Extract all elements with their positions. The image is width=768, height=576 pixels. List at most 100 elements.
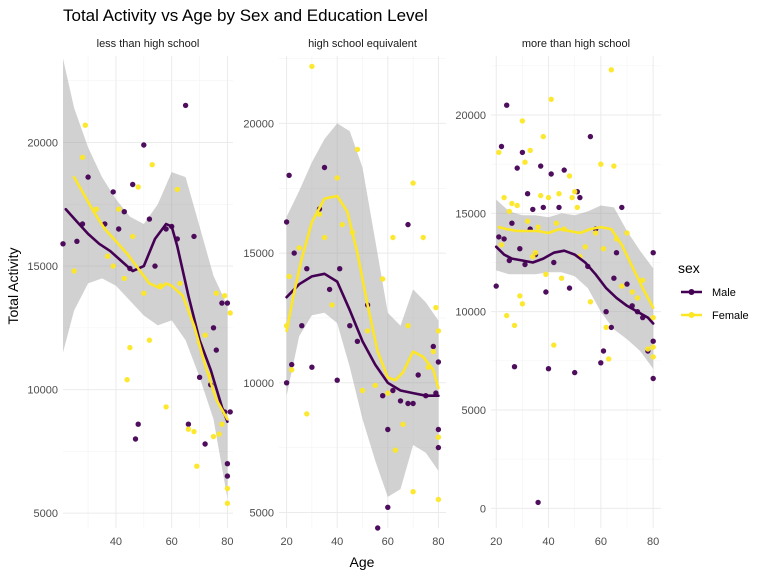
point-female bbox=[124, 377, 130, 383]
point-female bbox=[553, 220, 560, 226]
point-female bbox=[296, 245, 302, 251]
point-male bbox=[524, 191, 531, 197]
y-tick-label: 20000 bbox=[455, 110, 486, 122]
point-female bbox=[339, 221, 345, 228]
point-female bbox=[498, 242, 505, 248]
x-axis-title: Age bbox=[350, 554, 375, 570]
point-male bbox=[519, 149, 526, 156]
point-female bbox=[603, 324, 609, 331]
x-tick-label: 20 bbox=[280, 536, 292, 548]
smooth-line-male bbox=[64, 207, 229, 423]
point-male bbox=[286, 172, 292, 178]
point-female bbox=[191, 428, 197, 435]
point-male bbox=[202, 441, 208, 447]
point-male bbox=[577, 194, 583, 201]
point-female bbox=[210, 433, 217, 440]
point-female bbox=[221, 293, 228, 299]
panel-3: more than high school 20 40 60 80 0 5000 10000 1… bbox=[455, 38, 661, 548]
point-female bbox=[392, 447, 399, 453]
legend-key-male: Male bbox=[681, 287, 736, 299]
point-female bbox=[410, 180, 416, 186]
point-male bbox=[624, 281, 630, 287]
point-male bbox=[587, 133, 594, 140]
y-axis-title: Total Activity bbox=[5, 247, 21, 324]
point-female bbox=[71, 268, 77, 274]
point-male bbox=[85, 174, 91, 180]
x-tick-label: 80 bbox=[432, 536, 444, 548]
y-tick-label: 15000 bbox=[243, 248, 274, 260]
x-tick-label: 20 bbox=[490, 536, 502, 548]
point-female bbox=[435, 434, 442, 440]
point-male bbox=[191, 233, 197, 240]
point-female bbox=[390, 234, 396, 241]
point-female bbox=[551, 342, 557, 348]
point-female bbox=[435, 496, 442, 503]
point-male bbox=[566, 285, 573, 291]
point-female bbox=[110, 263, 116, 269]
point-female bbox=[650, 354, 656, 360]
point-male bbox=[435, 444, 442, 451]
point-female bbox=[556, 191, 562, 197]
confidence-band bbox=[496, 199, 654, 369]
point-female bbox=[354, 146, 361, 153]
point-male bbox=[415, 372, 421, 378]
point-male bbox=[375, 525, 381, 531]
point-male bbox=[540, 204, 546, 211]
point-female bbox=[574, 204, 580, 211]
point-male bbox=[556, 204, 562, 211]
point-female bbox=[650, 344, 656, 350]
point-male bbox=[309, 364, 315, 370]
point-female bbox=[385, 390, 391, 396]
point-male bbox=[224, 300, 231, 306]
point-male bbox=[135, 421, 141, 427]
point-male bbox=[504, 102, 510, 108]
point-male bbox=[498, 143, 505, 150]
point-female bbox=[219, 421, 225, 427]
x-tick-label: 80 bbox=[221, 536, 233, 548]
point-female bbox=[93, 206, 100, 212]
y-tick-label: 10000 bbox=[27, 385, 58, 397]
point-female bbox=[569, 194, 575, 201]
point-female bbox=[645, 346, 651, 352]
point-female bbox=[619, 283, 625, 289]
point-male bbox=[210, 325, 217, 331]
y-tick-label: 5000 bbox=[34, 508, 58, 520]
point-male bbox=[543, 289, 549, 295]
point-female bbox=[504, 312, 510, 319]
point-female bbox=[174, 186, 180, 193]
point-female bbox=[540, 133, 546, 140]
point-female bbox=[149, 162, 155, 168]
point-female bbox=[548, 96, 554, 103]
point-female bbox=[522, 159, 528, 165]
point-male bbox=[354, 338, 361, 344]
point-male bbox=[548, 171, 554, 177]
point-female bbox=[82, 122, 89, 128]
point-female bbox=[433, 304, 439, 311]
point-female bbox=[629, 289, 635, 295]
point-male bbox=[545, 366, 552, 372]
point-male bbox=[405, 400, 411, 407]
point-male bbox=[600, 348, 607, 354]
point-female bbox=[543, 271, 549, 277]
point-male bbox=[390, 387, 396, 394]
x-tick-label: 60 bbox=[382, 536, 394, 548]
point-female bbox=[163, 404, 169, 410]
point-male bbox=[121, 209, 128, 215]
point-female bbox=[177, 280, 183, 287]
point-female bbox=[524, 218, 531, 224]
point-male bbox=[110, 189, 116, 195]
point-male bbox=[572, 369, 578, 376]
legend-label-male: Male bbox=[712, 287, 736, 299]
point-female bbox=[116, 206, 122, 212]
point-female bbox=[430, 348, 436, 355]
legend-title: sex bbox=[678, 260, 700, 276]
point-female bbox=[519, 301, 526, 307]
point-female bbox=[527, 147, 533, 154]
point-female bbox=[146, 337, 153, 343]
point-male bbox=[146, 216, 153, 222]
smooth-line-female bbox=[72, 175, 229, 421]
point-female bbox=[506, 208, 512, 215]
point-male bbox=[619, 204, 625, 211]
point-male bbox=[493, 283, 499, 289]
point-female bbox=[289, 367, 295, 373]
